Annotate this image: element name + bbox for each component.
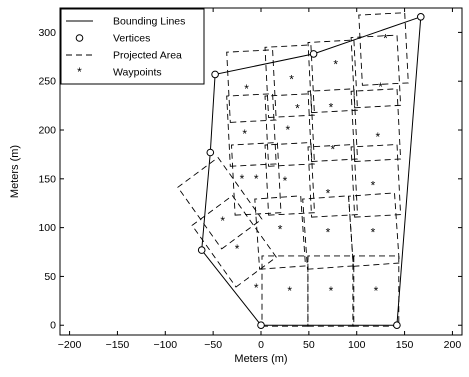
vertex-6 xyxy=(197,246,206,254)
x-tick-label-4: 0 xyxy=(258,339,264,351)
y-axis-ticks: 0 50 100 150 200 250 300 xyxy=(38,27,462,332)
y-axis-label: Meters (m) xyxy=(9,145,21,198)
projected-area-20 xyxy=(358,12,409,86)
vertex-3 xyxy=(309,50,318,58)
waypoint-18: * xyxy=(244,82,249,96)
projected-area-2 xyxy=(261,255,309,327)
projected-area-1 xyxy=(177,156,263,250)
projected-area-14 xyxy=(307,88,358,162)
waypoint-4: * xyxy=(287,284,292,298)
x-tick-label-2: −100 xyxy=(153,339,177,351)
y-tick-label-0: 0 xyxy=(50,320,56,332)
x-axis-ticks: −200 −150 −100 −50 0 50 100 150 200 xyxy=(58,8,462,351)
vertex-1 xyxy=(393,321,401,330)
waypoint-3: * xyxy=(254,281,259,295)
projected-area-6 xyxy=(302,195,354,270)
waypoint-1: * xyxy=(220,214,225,228)
x-axis-label: Meters (m) xyxy=(234,353,287,365)
projected-area-12 xyxy=(226,93,277,167)
waypoint-15: * xyxy=(285,123,290,137)
y-tick-label-1: 50 xyxy=(44,271,56,283)
waypoint-17: * xyxy=(375,130,380,144)
waypoint-23: * xyxy=(333,58,338,72)
projected-area-4 xyxy=(352,255,400,327)
x-tick-label-7: 150 xyxy=(396,339,414,351)
projected-area-9 xyxy=(264,142,315,216)
x-tick-label-8: 200 xyxy=(444,339,462,351)
y-tick-label-3: 150 xyxy=(38,173,56,185)
waypoint-24: * xyxy=(383,31,388,45)
projected-area-16 xyxy=(226,49,277,123)
waypoint-5: * xyxy=(329,284,334,298)
waypoint-21: * xyxy=(378,80,383,94)
bounding-lines xyxy=(201,16,422,326)
waypoint-10: * xyxy=(254,172,259,186)
projected-area-18 xyxy=(307,39,358,114)
waypoint-9: * xyxy=(371,226,376,240)
waypoint-13: * xyxy=(371,179,376,193)
y-tick-label-6: 300 xyxy=(38,27,56,39)
projected-area-0 xyxy=(191,194,277,288)
y-tick-label-4: 200 xyxy=(38,125,56,137)
vertices-layer xyxy=(197,12,425,330)
legend-waypoints-symbol: * xyxy=(77,65,82,79)
waypoint-12: * xyxy=(326,187,331,201)
x-tick-label-3: −50 xyxy=(204,339,222,351)
projected-area-7 xyxy=(348,192,400,267)
waypoint-11: * xyxy=(283,174,288,188)
vertex-2 xyxy=(417,12,425,21)
waypoints-layer: * * * * * * * * * * * * * * * * * * * * * * * * * xyxy=(220,31,388,298)
legend-vertices-symbol xyxy=(75,34,84,42)
vertex-5 xyxy=(206,148,215,157)
projected-area-19 xyxy=(350,34,402,109)
waypoint-2: * xyxy=(240,172,245,186)
bounding-lines-layer xyxy=(201,16,422,326)
waypoint-16: * xyxy=(330,143,335,157)
x-tick-label-6: 100 xyxy=(348,339,366,351)
waypoint-7: * xyxy=(278,223,283,237)
projected-area-15 xyxy=(350,88,402,162)
waypoint-6: * xyxy=(374,284,379,298)
x-tick-label-5: 50 xyxy=(303,339,315,351)
legend-label-bounding-lines: Bounding Lines xyxy=(113,16,185,28)
projected-area-5 xyxy=(254,195,306,270)
legend-label-waypoints: Waypoints xyxy=(113,67,162,79)
vertex-0 xyxy=(257,321,265,330)
waypoint-0: * xyxy=(235,242,240,256)
waypoint-19: * xyxy=(289,72,294,86)
waypoint-14: * xyxy=(242,127,247,141)
legend-label-projected-area: Projected Area xyxy=(113,50,182,62)
legend-label-vertices: Vertices xyxy=(113,33,150,45)
projected-area-11 xyxy=(350,144,402,218)
x-tick-label-1: −150 xyxy=(106,339,130,351)
waypoint-22: * xyxy=(295,102,300,116)
vertex-4 xyxy=(211,70,219,79)
projected-area-17 xyxy=(264,44,315,118)
x-tick-label-0: −200 xyxy=(58,339,82,351)
projected-area-10 xyxy=(307,144,358,218)
projected-areas-layer xyxy=(177,12,409,327)
y-tick-label-5: 250 xyxy=(38,76,56,88)
waypoint-8: * xyxy=(326,226,331,240)
legend: * Bounding Lines Vertices Projected Area… xyxy=(60,8,205,85)
projected-area-13 xyxy=(264,93,315,167)
y-tick-label-2: 100 xyxy=(38,222,56,234)
waypoint-20: * xyxy=(329,101,334,115)
projected-area-3 xyxy=(307,255,355,327)
projected-area-8 xyxy=(231,142,282,216)
